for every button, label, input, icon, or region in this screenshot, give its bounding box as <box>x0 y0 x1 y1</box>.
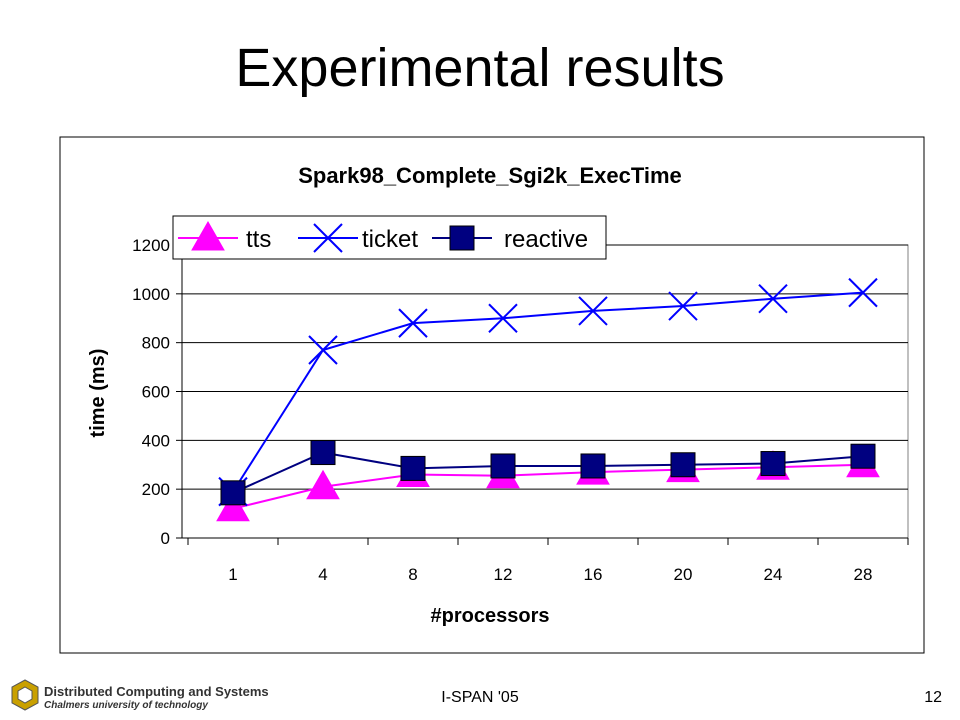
x-tick-label: 8 <box>408 565 417 584</box>
x-tick-label: 4 <box>318 565 327 584</box>
logo-subtitle: Chalmers university of technology <box>44 700 208 711</box>
slide-title: Experimental results <box>235 38 725 98</box>
legend-marker-ticket <box>313 223 343 253</box>
data-point-reactive <box>580 453 606 479</box>
y-tick-label: 1200 <box>132 236 170 255</box>
series-line-ticket <box>232 291 864 493</box>
legend-label-tts: tts <box>246 226 271 253</box>
data-point-ticket <box>758 284 788 314</box>
chalmers-logo <box>8 678 268 714</box>
data-point-reactive <box>670 452 696 478</box>
ticket-marker-stroke <box>848 277 878 308</box>
data-point-tts <box>306 469 340 500</box>
data-point-ticket <box>308 335 338 365</box>
ticket-marker-stroke <box>578 296 608 326</box>
data-point-reactive <box>400 455 426 481</box>
data-point-reactive <box>220 480 246 506</box>
legend-marker-reactive <box>449 225 475 251</box>
data-point-ticket <box>578 296 608 326</box>
legend-marker-tts <box>191 220 225 251</box>
logo-emblem-icon <box>11 679 39 711</box>
data-point-reactive <box>850 443 876 469</box>
ticket-marker-stroke <box>313 223 343 253</box>
axis-layer: 0 200 400 600 800 1000 1200 1 4 8 12 16 20 24 28 <box>132 236 909 584</box>
ticket-marker-stroke <box>398 308 428 338</box>
ticket-marker-stroke <box>308 335 338 365</box>
y-tick-label: 400 <box>142 431 170 450</box>
y-tick-label: 600 <box>142 383 170 402</box>
x-axis-label: #processors <box>431 605 550 627</box>
ticket-marker-stroke <box>758 284 788 314</box>
data-point-reactive <box>490 453 516 479</box>
data-point-reactive <box>310 440 336 466</box>
series-line-tts <box>232 463 864 510</box>
ticket-marker-stroke <box>488 303 518 333</box>
series-layer <box>216 277 880 522</box>
y-tick-label: 0 <box>161 529 170 548</box>
x-tick-label: 24 <box>764 565 783 584</box>
y-tick-label: 1000 <box>132 285 170 304</box>
data-point-tts <box>216 491 250 522</box>
data-point-ticket <box>848 277 878 308</box>
data-point-reactive <box>760 451 786 477</box>
series-line-reactive <box>232 451 864 494</box>
page-number: 12 <box>924 689 942 706</box>
x-tick-label: 20 <box>674 565 693 584</box>
data-point-ticket <box>488 303 518 333</box>
y-tick-label: 200 <box>142 480 170 499</box>
data-point-ticket <box>668 291 698 321</box>
legend-label-ticket: ticket <box>362 226 418 253</box>
x-tick-label: 12 <box>494 565 513 584</box>
x-tick-label: 16 <box>584 565 603 584</box>
logo-name: Distributed Computing and Systems <box>44 684 269 699</box>
footer-text: I-SPAN '05 <box>441 689 519 706</box>
ticket-marker-stroke <box>668 291 698 321</box>
legend-label-reactive: reactive <box>504 226 588 253</box>
legend: tts ticket reactive <box>172 215 607 260</box>
chart-title: Spark98_Complete_Sgi2k_ExecTime <box>298 163 682 188</box>
grid-layer <box>182 244 908 490</box>
y-axis-label: time (ms) <box>87 349 109 438</box>
y-tick-label: 800 <box>142 334 170 353</box>
legend-box <box>172 215 607 260</box>
x-tick-label: 1 <box>228 565 237 584</box>
data-point-ticket <box>398 308 428 338</box>
x-tick-label: 28 <box>854 565 873 584</box>
